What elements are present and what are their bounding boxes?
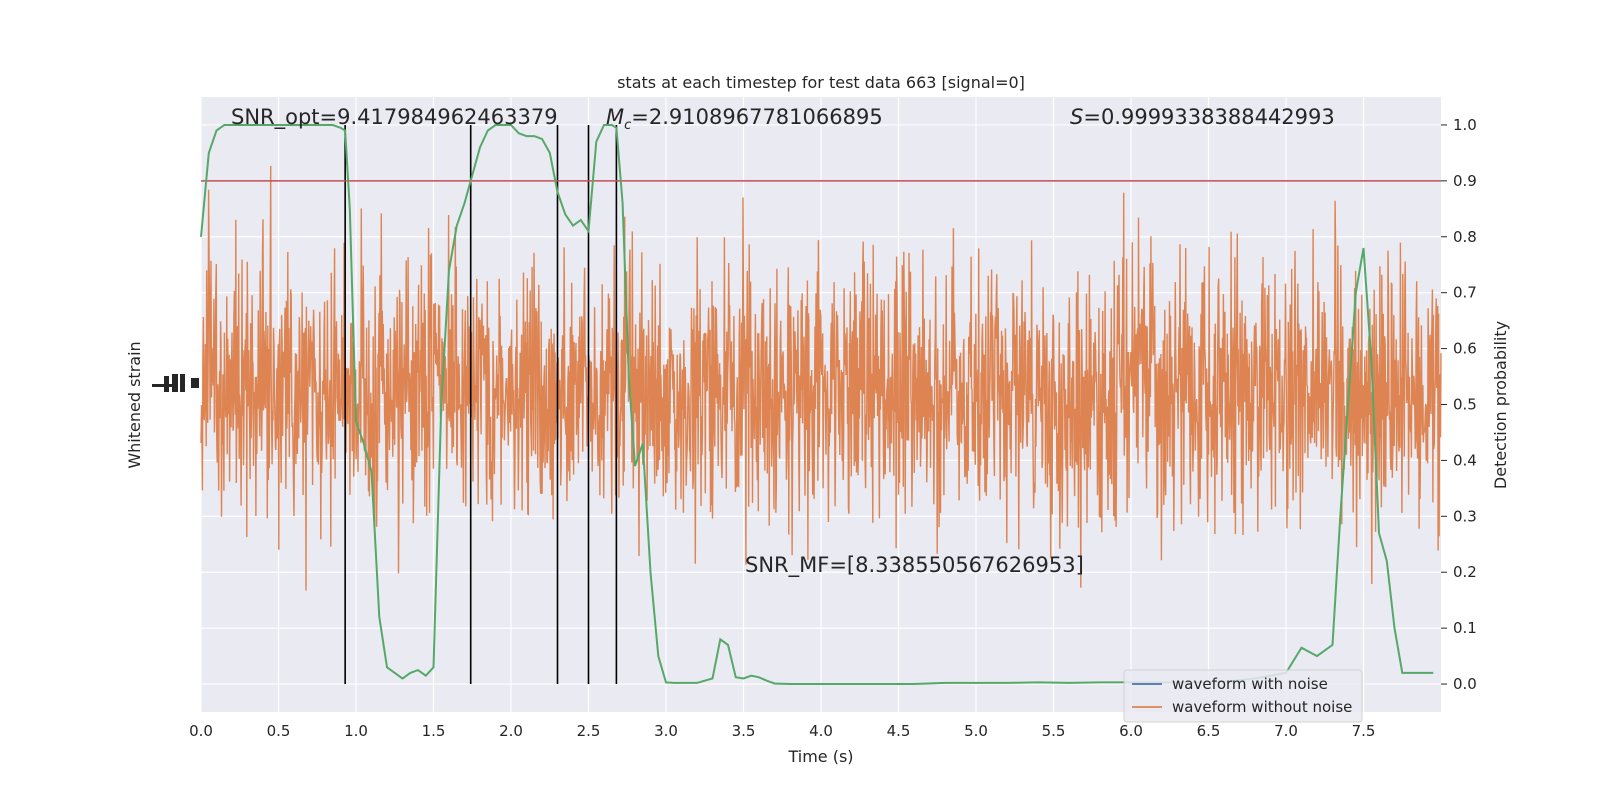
annotation-snr-mf: SNR_MF=[8.338550567626953] [745,553,1084,578]
y-tick-label: 0.5 [1453,396,1477,414]
x-tick-label: 2.0 [499,722,523,740]
y-tick-label: 0.0 [1453,675,1477,693]
noise-series [200,165,1442,591]
x-tick-label: 5.5 [1042,722,1066,740]
legend-label-without-noise: waveform without noise [1172,698,1352,716]
annotation-mc: Mc=2.9108967781066895 [606,105,883,133]
y-axis-label-right: Detection probability [1491,321,1510,489]
left-axis-collapsed-ticks [152,374,199,392]
y-tick-label: 0.9 [1453,172,1477,190]
x-tick-label: 7.5 [1352,722,1376,740]
x-tick-label: 0.5 [267,722,291,740]
noise-trace [200,165,1442,591]
y-tick-label: 0.6 [1453,340,1477,358]
annotation-s-value: =0.9999338388442993 [1083,105,1334,129]
x-tick-label: 7.0 [1274,722,1298,740]
x-axis-label: Time (s) [787,747,853,766]
y-tick-label: 0.1 [1453,619,1477,637]
y-tick-label: 0.8 [1453,228,1477,246]
y-axis-label-left: Whitened strain [125,341,144,468]
vertical-lines [344,124,618,685]
legend: waveform with noise waveform without noi… [1123,669,1363,723]
x-axis-ticks: 0.0 0.5 1.0 1.5 2.0 2.5 3.0 3.5 4.0 4.5 5.0 5.5 6.0 6… [189,722,1375,740]
x-tick-label: 4.0 [809,722,833,740]
chart-title: stats at each timestep for test data 663… [617,73,1025,92]
y-tick-label: 1.0 [1453,116,1477,134]
annotation-s: S=0.9999338388442993 [1070,105,1335,129]
x-tick-label: 3.0 [654,722,678,740]
x-tick-label: 5.0 [964,722,988,740]
x-tick-label: 6.5 [1197,722,1221,740]
annotation-snr-opt: SNR_opt=9.417984962463379 [231,105,558,130]
y-tick-label: 0.3 [1453,507,1477,525]
x-tick-label: 0.0 [189,722,213,740]
x-tick-label: 3.5 [732,722,756,740]
x-tick-label: 1.5 [422,722,446,740]
legend-label-with-noise: waveform with noise [1172,675,1328,693]
annotation-mc-value: =2.9108967781066895 [631,105,882,129]
y-tick-label: 0.2 [1453,563,1477,581]
x-tick-label: 6.0 [1119,722,1143,740]
y-axis-ticks-right: 0.0 0.1 0.2 0.3 0.4 0.5 0.6 0.7 0.8 0.9 1.0 [1441,116,1477,693]
y-tick-label: 0.4 [1453,451,1477,469]
x-tick-label: 2.5 [577,722,601,740]
x-tick-label: 1.0 [344,722,368,740]
x-tick-label: 4.5 [887,722,911,740]
y-tick-label: 0.7 [1453,284,1477,302]
